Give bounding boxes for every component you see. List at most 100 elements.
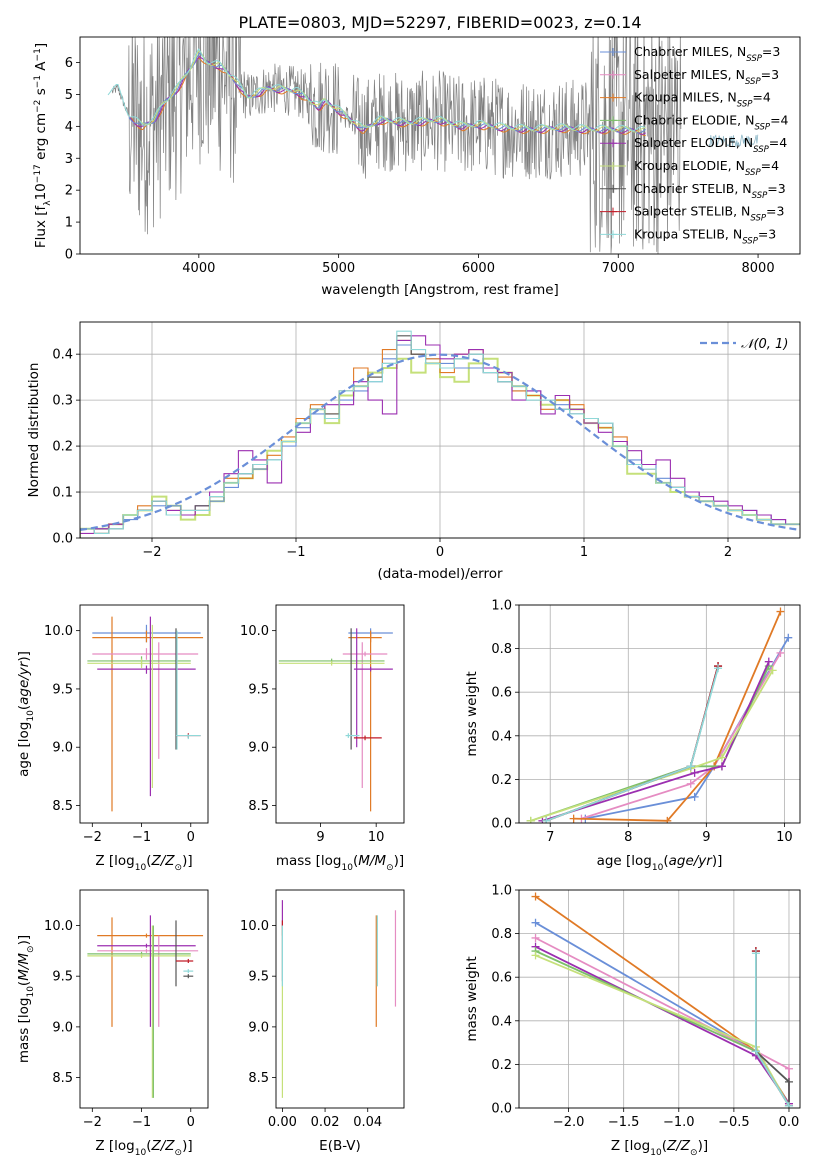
mass_weight_vs_age-xlabel-part: 10 [652, 863, 664, 873]
mass_weight_vs_z-ylabel-part: mass weight [464, 956, 480, 1041]
mass_weight_vs_age-ylabel-part: mass weight [464, 671, 480, 756]
y-tick-label: 1.0 [491, 884, 512, 899]
legend-label-sub: SSP [752, 191, 768, 201]
mass_weight_vs_z-ticks: −2.0 −1.5 −1.0 −0.5 0.0 0.0 0.2 0.4 0.6 0.8 1.0 [491, 884, 799, 1131]
age_vs_z-xlabel-part: ⊙ [175, 863, 183, 873]
legend-marker-salpeter_stelib [609, 207, 617, 216]
marker-kroupa_stelib [784, 1101, 793, 1108]
y-tick-label: 8.5 [248, 1071, 269, 1086]
mass_vs_ebv-marks [281, 900, 397, 1098]
x-tick-label: 0.00 [268, 1115, 297, 1130]
spectrum-frame [79, 36, 801, 255]
legend-label-text: Kroupa ELODIE, N [634, 158, 745, 173]
x-tick-label: −1 [132, 830, 151, 845]
age_vs_z-marks [87, 616, 204, 812]
mass_vs_z-xlabel: Z [log10(Z/Z⊙)] [95, 1138, 192, 1158]
mass_vs_z-xlabel-part: ( [146, 1138, 151, 1154]
legend-label-text: Salpeter STELIB, N [634, 204, 750, 219]
age_vs_z-ylabel-part: 10 [26, 710, 36, 722]
age_vs_z-xlabel-part: 10 [135, 863, 147, 873]
legend-label-sub: SSP [750, 214, 766, 224]
x-tick-label: −2.0 [553, 1115, 585, 1130]
mass_weight_vs_age-ylabel: mass weight [464, 671, 480, 756]
y-tick-label: 9.0 [52, 741, 73, 756]
mass_weight_vs_z-xlabel-part: 10 [650, 1148, 662, 1158]
mass_weight_vs_age-ticks: 7 8 9 10 0.0 0.2 0.4 0.6 0.8 1.0 [491, 599, 792, 846]
x-tick-label: −1 [132, 1115, 151, 1130]
marker-kroupa_miles [663, 816, 672, 823]
legend-label-sub: SSP [745, 77, 761, 87]
spectrum-ylabel-part: λ [43, 200, 53, 206]
mass_vs_z-xlabel-part: Z/Z [150, 1138, 175, 1154]
age_vs_z-ylabel-part: age [log [16, 722, 32, 777]
residuals-frame [79, 321, 801, 539]
y-tick-label: 3 [65, 152, 73, 167]
legend-normal-label: 𝒩(0, 1) [741, 337, 788, 352]
spectrum-marks [107, 37, 759, 254]
mass_weight_vs_z-frame [518, 889, 801, 1109]
legend-label-chabrier_stelib: Chabrier STELIB, NSSP=3 [634, 181, 786, 201]
age_vs_z-panel: −2 −1 08.59.09.510.0Z [log10(Z/Z⊙)]age [lo… [16, 604, 209, 873]
y-tick-label: 1 [65, 216, 73, 231]
age_vs_mass-xlabel-part: 10 [341, 863, 353, 873]
x-tick-label: 0 [436, 545, 444, 560]
y-tick-label: 0.1 [52, 486, 73, 501]
age_vs_z-xlabel: Z [log10(Z/Z⊙)] [95, 853, 192, 873]
mass_vs_z-xlabel-part: ⊙ [175, 1148, 183, 1158]
y-tick-label: 0.2 [491, 1058, 512, 1073]
y-tick-label: 8.5 [248, 799, 269, 814]
x-tick-label: 6000 [462, 261, 495, 276]
mass_vs_z-frame [79, 889, 209, 1109]
marker-kroupa_stelib [751, 1047, 760, 1056]
residuals-xlabel: (data-model)/error [377, 566, 503, 582]
legend-label-tail: =3 [767, 181, 785, 196]
marker-chabrier_miles [531, 918, 540, 927]
marker-kroupa_stelib [542, 816, 551, 823]
x-tick-label: 8 [624, 830, 632, 845]
age_vs_z-xlabel-part: Z [log [95, 853, 134, 869]
marker-salpeter_miles [776, 648, 785, 657]
spectrum-ylabel-part: −1 [33, 75, 43, 88]
mass_weight_vs_z-xlabel-part: ( [662, 1138, 667, 1154]
age_vs_z-ylabel-part: )] [16, 651, 32, 662]
mass_weight_vs_age-grid [519, 604, 800, 824]
legend-label-tail: =4 [770, 112, 788, 127]
mass_weight_vs_z-xlabel-part: Z/Z [666, 1138, 691, 1154]
y-tick-label: 2 [65, 184, 73, 199]
mass_vs_ebv-frame [275, 889, 405, 1109]
y-tick-label: 0.2 [491, 773, 512, 788]
line-kroupa_miles [573, 611, 782, 822]
x-tick-label: 0 [187, 1115, 195, 1130]
legend-label-chabrier_miles: Chabrier MILES, NSSP=3 [634, 44, 780, 64]
y-tick-label: 9.5 [52, 970, 73, 985]
residuals-ylabel: Normed distribution [26, 363, 42, 498]
y-tick-label: 0.0 [491, 817, 512, 832]
model-chabrier_miles [128, 52, 646, 134]
marker-kroupa_miles [776, 607, 785, 616]
spectrum-ylabel-part: −2 [33, 100, 43, 113]
age_vs_mass-frame [275, 604, 405, 824]
mass_vs_z-xlabel-part: 10 [135, 1148, 147, 1158]
x-tick-label: −0.5 [718, 1115, 750, 1130]
mass_weight_vs_z-xlabel-part: ⊙ [690, 1148, 698, 1158]
marker-chabrier_miles [784, 633, 793, 642]
y-tick-label: 0.2 [52, 440, 73, 455]
legend-label-text: Chabrier ELODIE, N [634, 112, 754, 127]
mass_weight_vs_z-xlabel-part: Z [log [611, 1138, 650, 1154]
spectrum-ylabel-part: Flux [f [33, 204, 49, 248]
mass_vs_z-ylabel-part: M/M [16, 953, 32, 981]
x-tick-label: 0.02 [311, 1115, 340, 1130]
legend-label-tail: =3 [766, 204, 784, 219]
x-tick-label: −2 [142, 545, 161, 560]
figure-title: PLATE=0803, MJD=52297, FIBERID=0023, z=0… [238, 13, 641, 32]
mass_weight_vs_age-xlabel: age [log10(age/yr)] [597, 853, 723, 873]
legend-marker-kroupa_stelib [609, 230, 617, 239]
y-tick-label: 9.5 [248, 682, 269, 697]
spectrum-ylabel-part: −17 [33, 164, 43, 183]
x-tick-label: 5000 [322, 261, 355, 276]
marker-kroupa_stelib [751, 949, 760, 958]
observed-spectrum-tail [708, 134, 759, 148]
mass_vs_ebv-panel: 0.00 0.02 0.04 8.5 9.0 9.5 10.0 E(B-V) [240, 889, 405, 1154]
